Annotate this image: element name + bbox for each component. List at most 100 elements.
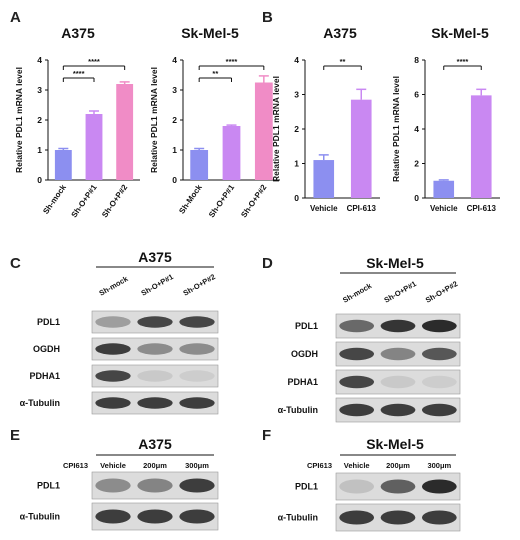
panel-letter-f: F <box>262 427 271 444</box>
chart-a-skmel5: Sk-Mel-5 Relative PDL1 mRNA level 0 1 2 3 4 Sh-… <box>149 25 280 219</box>
bar <box>433 180 455 198</box>
blot-title: A375 <box>138 249 172 265</box>
y-tick-label: 0 <box>414 193 419 203</box>
protein-label: OGDH <box>33 344 60 354</box>
blot-band <box>339 375 375 389</box>
blot-band <box>137 343 173 355</box>
blot-title: Sk-Mel-5 <box>366 255 424 271</box>
blot-band <box>95 478 131 493</box>
lane-label: 300μm <box>185 461 209 470</box>
panel-letter-c: C <box>10 255 21 272</box>
blot-band <box>339 403 375 417</box>
chart-b-a375: A375 Relative PDL1 mRNA level 0 1 2 3 4 Vehicle… <box>271 25 380 213</box>
blot-strip <box>91 364 219 388</box>
blot-band <box>421 375 457 389</box>
lane-label: Sh-mock <box>98 274 131 298</box>
y-axis-label: Relative PDL1 mRNA level <box>271 76 281 182</box>
chart-title: Sk-Mel-5 <box>431 25 489 41</box>
y-tick-label: 0 <box>294 193 299 203</box>
y-tick-label: 0 <box>172 175 177 185</box>
protein-label: OGDH <box>291 349 318 359</box>
blot-band <box>339 347 375 361</box>
bar <box>54 150 72 180</box>
blot-band <box>380 403 416 417</box>
y-axis-label: Relative PDL1 mRNA level <box>14 67 24 173</box>
blot-band <box>380 375 416 389</box>
lane-label: 300μm <box>427 461 451 470</box>
y-tick-label: 3 <box>294 90 299 100</box>
blot-band <box>95 397 131 409</box>
y-tick-label: 4 <box>414 124 419 134</box>
protein-label: PDL1 <box>37 481 60 491</box>
y-tick-label: 4 <box>37 55 42 65</box>
y-axis-label: Relative PDL1 mRNA level <box>149 67 159 173</box>
category-label: Sh-O+P#1 <box>207 183 236 220</box>
category-label: CPI-613 <box>347 204 377 213</box>
significance-label: **** <box>226 57 238 66</box>
bar <box>470 95 492 198</box>
y-tick-label: 2 <box>294 124 299 134</box>
protein-label: α-Tubulin <box>278 513 318 523</box>
protein-label: PDL1 <box>295 321 318 331</box>
panel-letter-b: B <box>262 9 273 26</box>
chart-a-a375: A375 Relative PDL1 mRNA level 0 1 2 3 4 Sh-mock… <box>14 25 140 219</box>
bar <box>350 99 372 198</box>
blot-band <box>421 403 457 417</box>
blot-band <box>179 478 215 493</box>
blot-band <box>179 370 215 382</box>
blot-c-a375: A375 Sh-mock Sh-O+P#1 Sh-O+P#2 PDL1 OGDH PDHA1… <box>20 249 219 415</box>
y-tick-label: 3 <box>172 85 177 95</box>
y-tick-label: 4 <box>294 55 299 65</box>
blot-band <box>137 370 173 382</box>
lane-label: Vehicle <box>344 461 370 470</box>
panel-letter-e: E <box>10 427 20 444</box>
treatment-label: CPI613 <box>63 461 88 470</box>
y-tick-label: 3 <box>37 85 42 95</box>
blot-band <box>137 397 173 409</box>
y-tick-label: 2 <box>172 115 177 125</box>
blot-band <box>179 509 215 524</box>
lane-label: Sh-O+P#2 <box>424 279 459 305</box>
category-label: Vehicle <box>430 204 458 213</box>
y-tick-label: 2 <box>37 115 42 125</box>
bar <box>116 84 134 180</box>
blot-strip <box>91 337 219 361</box>
y-tick-label: 2 <box>414 159 419 169</box>
blot-band <box>421 510 457 525</box>
blot-band <box>137 509 173 524</box>
protein-label: PDHA1 <box>287 377 318 387</box>
blot-title: Sk-Mel-5 <box>366 436 424 452</box>
blot-band <box>380 479 416 494</box>
blot-band <box>137 316 173 328</box>
bar <box>222 126 241 180</box>
protein-label: α-Tubulin <box>278 405 318 415</box>
bar <box>254 82 273 180</box>
category-label: Vehicle <box>310 204 338 213</box>
significance-label: ** <box>340 57 346 66</box>
panel-letter-d: D <box>262 255 273 272</box>
y-tick-label: 0 <box>37 175 42 185</box>
blot-band <box>95 343 131 355</box>
y-tick-label: 1 <box>172 145 177 155</box>
blot-e-a375: A375 CPI613 Vehicle 200μm 300μm PDL1 α-Tubulin <box>20 436 219 531</box>
panel-letter-a: A <box>10 9 21 26</box>
blot-band <box>95 509 131 524</box>
lane-label: 200μm <box>386 461 410 470</box>
blot-band <box>380 510 416 525</box>
blot-band <box>380 319 416 333</box>
protein-label: α-Tubulin <box>20 512 60 522</box>
blot-band <box>95 370 131 382</box>
y-tick-label: 1 <box>37 145 42 155</box>
bar <box>85 114 103 180</box>
category-label: Sh-O+P#2 <box>239 183 268 220</box>
protein-label: α-Tubulin <box>20 398 60 408</box>
significance-label: **** <box>457 57 469 66</box>
blot-f-skmel5: Sk-Mel-5 CPI613 Vehicle 200μm 300μm PDL1 α-Tub… <box>278 436 461 532</box>
category-label: Sh-O+P#2 <box>100 183 129 220</box>
y-tick-label: 1 <box>294 159 299 169</box>
category-label: CPI-613 <box>467 204 497 213</box>
lane-label: Sh-O+P#1 <box>140 272 175 298</box>
category-label: Sh-mock <box>41 183 68 216</box>
significance-label: **** <box>73 69 85 78</box>
blot-band <box>339 319 375 333</box>
